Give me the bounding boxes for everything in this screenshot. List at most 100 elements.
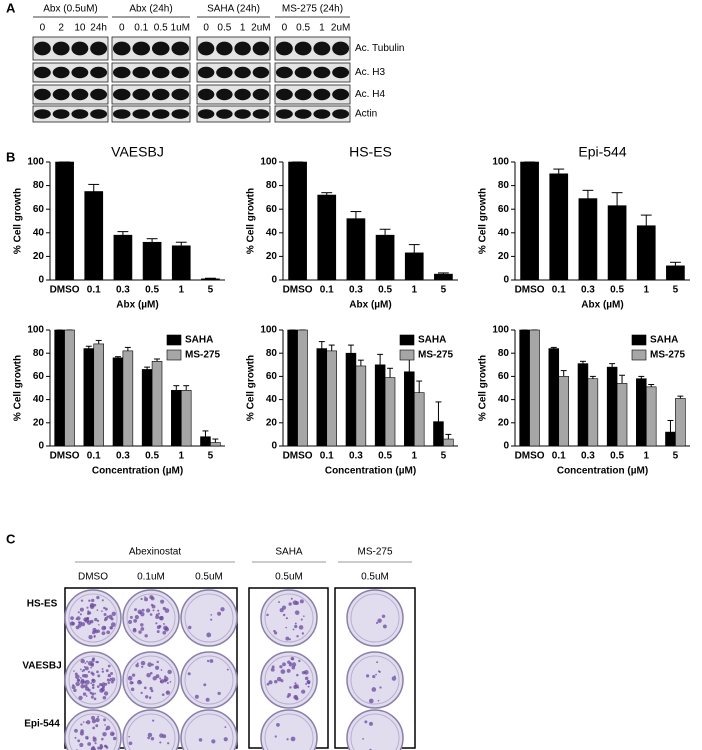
- colony: [87, 688, 91, 692]
- colony: [159, 615, 164, 621]
- colony: [290, 736, 296, 742]
- bar: [83, 348, 95, 447]
- legend-swatch: [166, 334, 182, 346]
- colony: [147, 662, 153, 667]
- colony: [303, 669, 309, 675]
- colony: [99, 688, 104, 693]
- colony: [103, 626, 107, 630]
- blot-band: [332, 41, 350, 56]
- x-axis-label: Concentration (µM): [557, 466, 648, 477]
- bar: [558, 376, 569, 447]
- blot-band: [171, 88, 190, 101]
- plate-row-label: Epi-544: [24, 719, 60, 730]
- colony: [151, 663, 154, 666]
- lane-label: 0.5: [217, 23, 231, 34]
- blot-row-label: Ac. H4: [355, 89, 385, 100]
- colony: [141, 665, 144, 668]
- colony: [128, 735, 130, 738]
- colony: [89, 602, 95, 608]
- lane-label: 1: [319, 23, 325, 34]
- colony: [107, 681, 111, 685]
- colony: [80, 684, 85, 689]
- colony: [112, 736, 117, 741]
- plate-rim: [68, 713, 118, 750]
- colony: [140, 597, 143, 601]
- blot-strip: [111, 105, 191, 123]
- blot-row-label: Ac. H3: [355, 67, 385, 78]
- blot-band: [112, 66, 131, 79]
- colony: [278, 601, 280, 604]
- bar: [666, 265, 685, 281]
- colony: [97, 746, 101, 750]
- y-tick-label: 0: [271, 441, 277, 452]
- colony: [377, 699, 380, 702]
- colony: [376, 661, 379, 664]
- y-tick-label: 0: [271, 275, 277, 286]
- blot-strip: [196, 105, 271, 123]
- y-tick-label: 60: [266, 371, 278, 382]
- colony: [82, 668, 86, 672]
- blot-band: [90, 41, 108, 56]
- colony: [286, 738, 289, 741]
- bar: [151, 361, 163, 447]
- colony: [91, 683, 95, 687]
- colony: [285, 636, 290, 641]
- y-tick-label: 40: [33, 394, 45, 405]
- plate-column-label: 0.1uM: [137, 572, 165, 583]
- colony: [279, 665, 283, 669]
- blot-band: [294, 109, 312, 119]
- x-tick-label: 0.5: [610, 451, 624, 462]
- colony: [226, 668, 229, 671]
- lane-label: 0: [282, 23, 288, 34]
- colony: [103, 606, 106, 610]
- colony: [73, 670, 75, 672]
- colony: [96, 619, 100, 622]
- blot-band: [234, 41, 251, 56]
- panel-label: A: [6, 0, 16, 15]
- colony: [155, 622, 158, 625]
- colony: [144, 634, 148, 638]
- bar: [520, 161, 539, 281]
- lane-label: 1uM: [171, 23, 190, 34]
- colony: [375, 673, 377, 676]
- colony: [217, 691, 221, 696]
- blot-group-title: SAHA (24h): [207, 4, 260, 15]
- lane-label: 10: [74, 23, 86, 34]
- colony: [164, 627, 170, 632]
- blot-strip: [274, 36, 351, 61]
- colony: [375, 621, 379, 624]
- blot-row-label: Ac. Tubulin: [355, 43, 404, 54]
- colony: [88, 634, 93, 640]
- colony: [301, 689, 306, 694]
- colony: [223, 737, 228, 742]
- y-axis-label: % Cell growth: [478, 355, 489, 421]
- colony: [149, 697, 152, 700]
- blot-band: [71, 109, 89, 119]
- colony: [108, 614, 113, 620]
- colony: [91, 657, 96, 661]
- y-axis-label: % Cell growth: [13, 188, 24, 254]
- plate-row-label: HS-ES: [27, 599, 58, 610]
- blot-band: [275, 41, 293, 56]
- bar: [548, 348, 560, 447]
- x-tick-label: 5: [441, 285, 447, 296]
- colony: [364, 720, 368, 724]
- colony: [111, 611, 116, 616]
- colony: [160, 669, 163, 671]
- colony: [87, 610, 90, 613]
- bar: [434, 273, 453, 281]
- colony: [143, 686, 147, 690]
- colony: [292, 628, 295, 631]
- colony: [270, 667, 275, 672]
- blot-band: [313, 88, 331, 101]
- colony: [134, 615, 139, 620]
- colony: [276, 676, 282, 682]
- colony: [294, 695, 297, 698]
- colony: [96, 609, 99, 611]
- blot-band: [197, 66, 215, 79]
- blot-band: [71, 66, 89, 79]
- colony: [138, 680, 141, 682]
- colony: [133, 618, 138, 623]
- colony: [141, 608, 145, 612]
